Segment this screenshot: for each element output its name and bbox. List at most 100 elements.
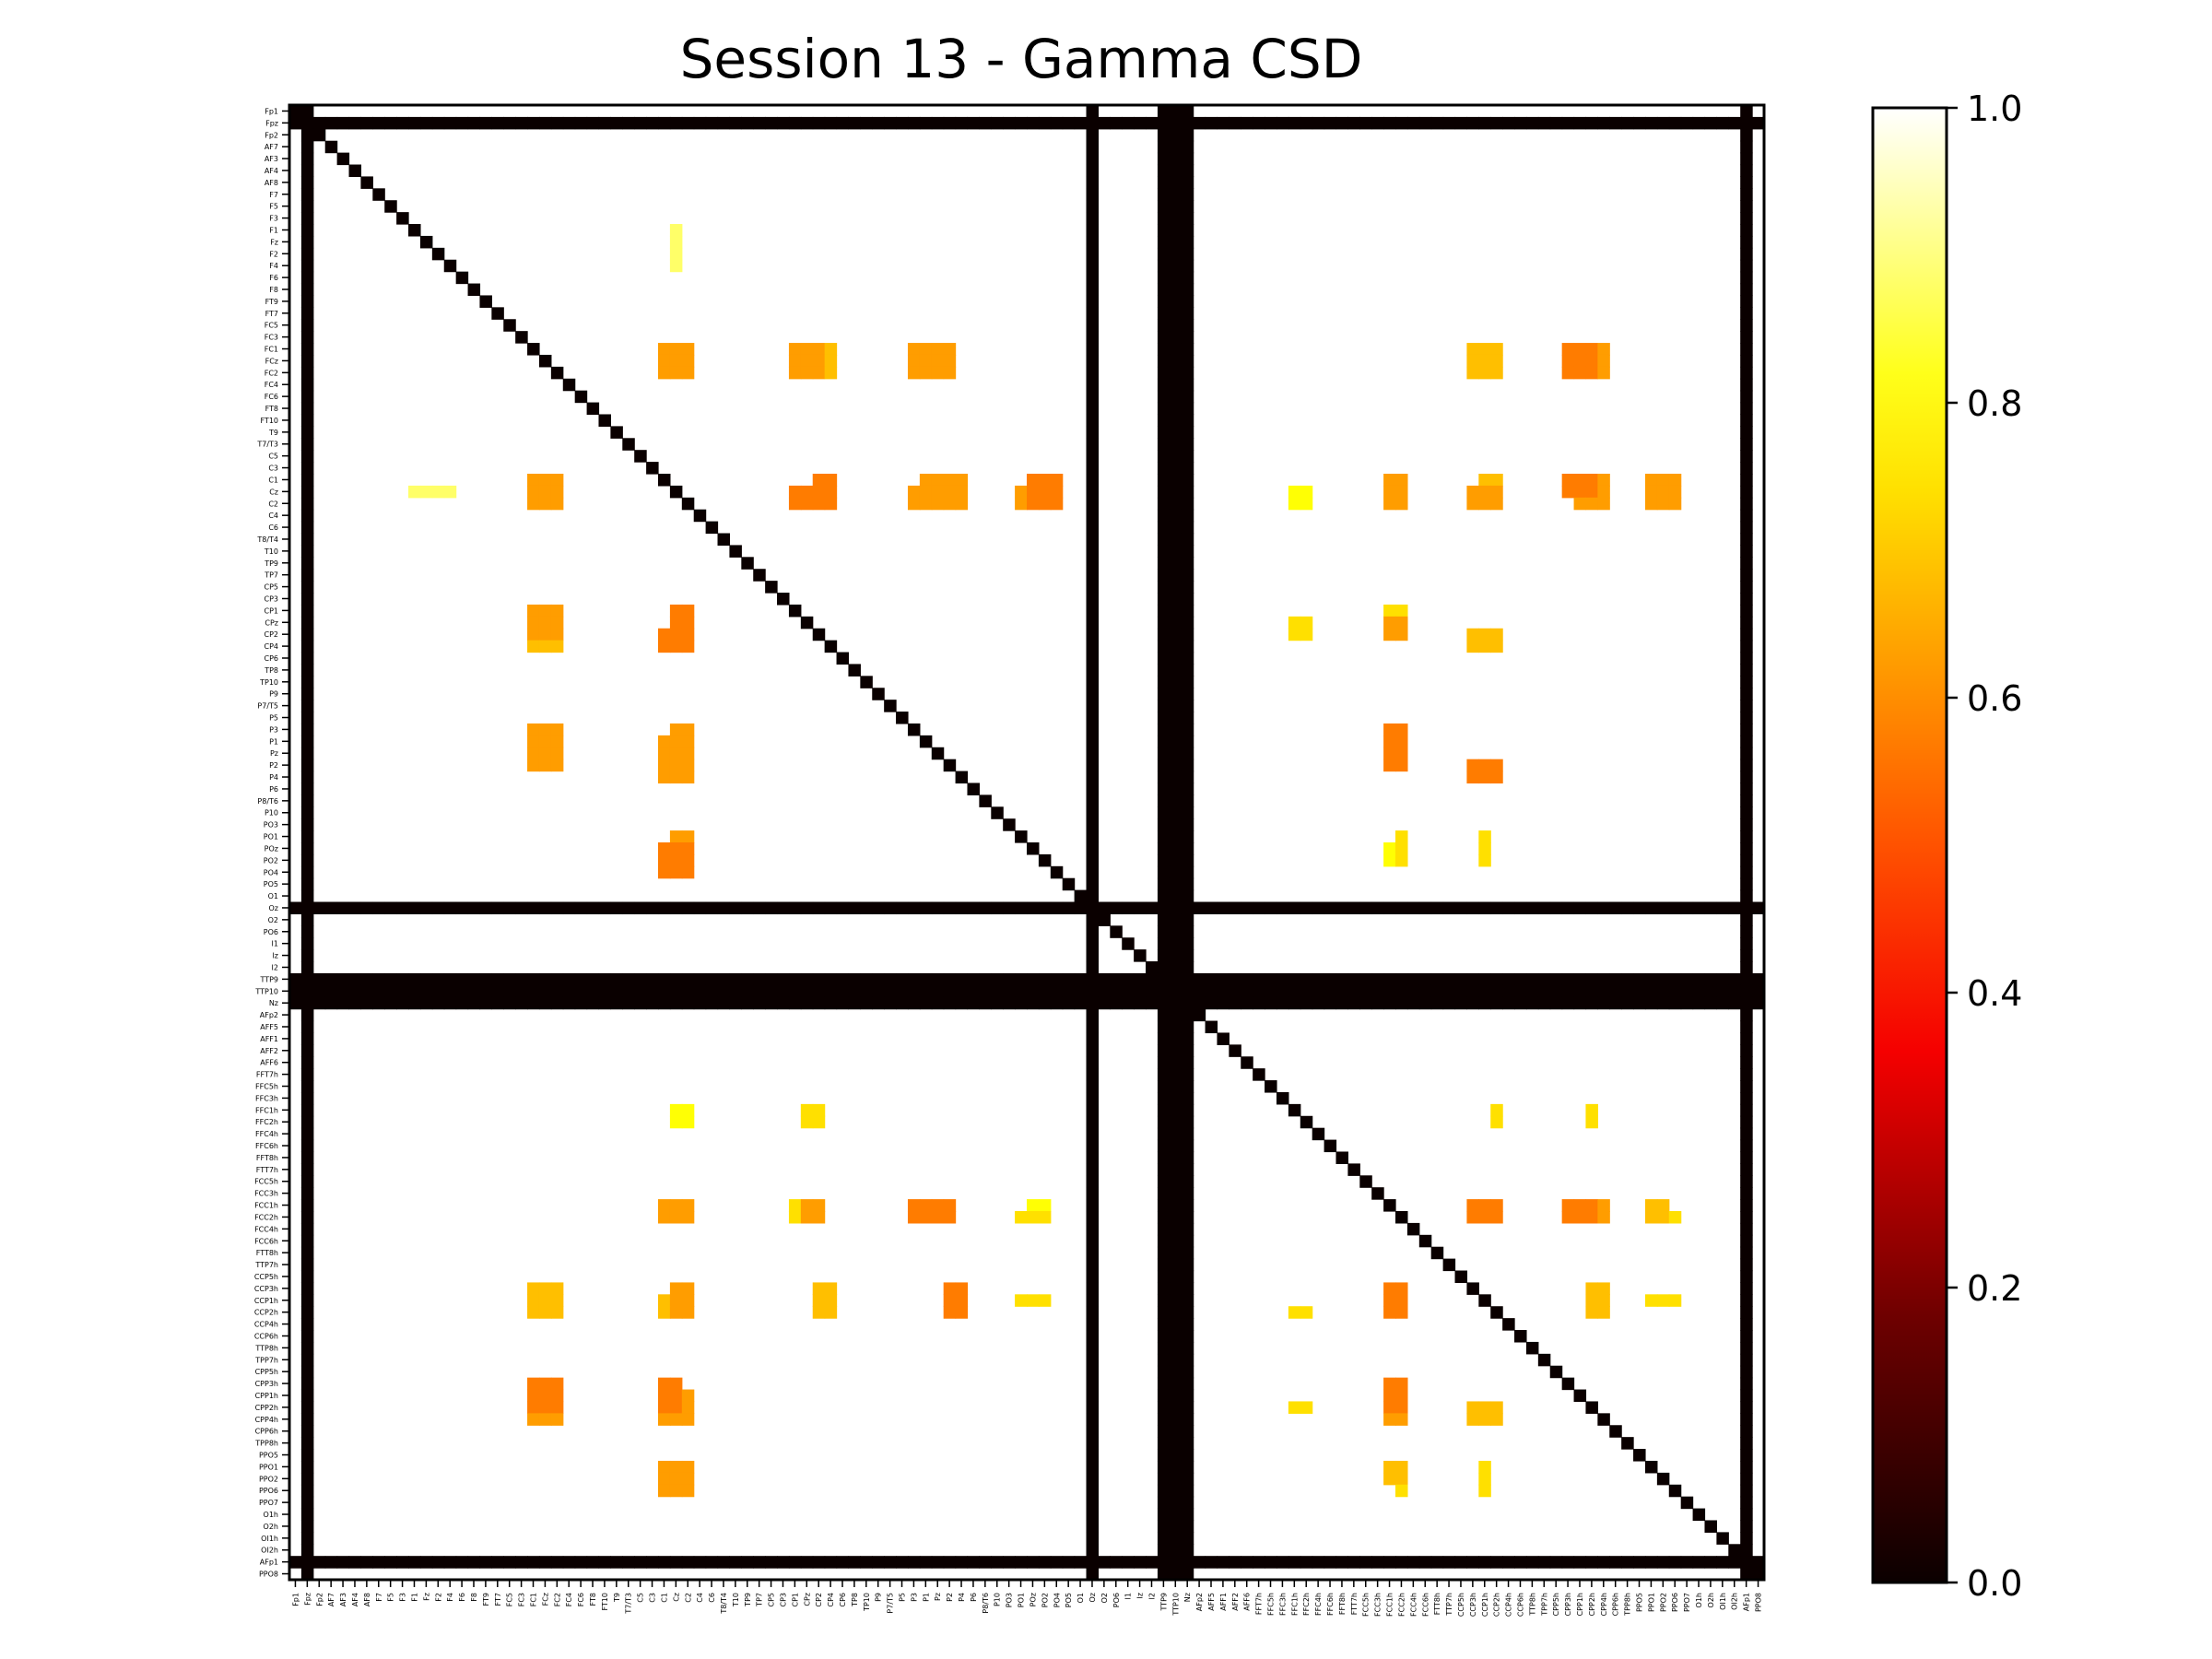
heatmap-cell [1181,842,1194,855]
heatmap-cell [348,164,362,178]
heatmap-cell [1098,901,1111,915]
heatmap-cell [1740,569,1753,582]
y-tick-label: FFC5h [255,1083,278,1091]
heatmap-cell [1181,200,1194,213]
heatmap-cell [1383,604,1396,618]
heatmap-cell [1027,485,1040,499]
heatmap-cell [1217,996,1230,1010]
heatmap-cell [1549,984,1563,998]
heatmap-cell [527,616,540,629]
heatmap-cell [1668,497,1682,511]
x-tick-label: FT8 [589,1593,597,1606]
heatmap-cell [1478,853,1491,867]
x-tick-label: FTT7h [1350,1593,1359,1615]
heatmap-cell [1609,1425,1622,1438]
heatmap-cell [800,1199,814,1212]
heatmap-cell [1265,984,1277,998]
heatmap-cell [669,604,683,618]
heatmap-cell [955,1282,969,1295]
heatmap-cell [1585,1556,1598,1569]
heatmap-cell [800,1103,814,1117]
heatmap-cell [681,759,695,772]
heatmap-cell [1181,1091,1194,1105]
heatmap-cell [1169,1270,1182,1284]
heatmap-cell [1157,842,1171,855]
heatmap-cell [658,343,671,356]
heatmap-cell [919,1211,933,1224]
heatmap-cell [610,984,623,998]
heatmap-cell [527,901,540,915]
x-tick-label: CCP5h [1457,1593,1465,1617]
heatmap-cell [753,996,766,1010]
heatmap-cell [550,1389,564,1403]
heatmap-cell [669,1413,683,1426]
heatmap-cell [1157,723,1171,736]
heatmap-cell [717,984,731,998]
heatmap-cell [1740,485,1753,499]
heatmap-cell [622,996,635,1010]
heatmap-cell [538,735,552,748]
heatmap-cell [1169,1139,1182,1153]
heatmap-cell [1573,1389,1587,1403]
heatmap-cell [800,354,814,368]
heatmap-cell [1478,640,1491,653]
heatmap-cell [1181,1163,1194,1176]
heatmap-cell [300,604,314,618]
heatmap-cell [1169,438,1182,451]
heatmap-cell [1157,271,1171,285]
heatmap-cell [1549,1556,1563,1569]
heatmap-cell [1181,295,1194,308]
y-tick-label: O1h [264,1511,278,1519]
y-tick-label: CCP4h [254,1321,278,1329]
heatmap-cell [479,295,492,308]
heatmap-cell [289,984,302,998]
heatmap-cell [1490,1211,1503,1224]
x-tick-label: CP1 [791,1593,799,1607]
heatmap-cell [1169,1234,1182,1248]
heatmap-cell [300,1413,314,1426]
heatmap-cell [1276,901,1289,915]
heatmap-cell [1752,984,1765,998]
heatmap-cell [1181,390,1194,404]
heatmap-cell [1573,343,1587,356]
x-tick-label: Fpz [303,1593,312,1606]
heatmap-cell [1205,984,1218,998]
heatmap-cell [1003,996,1016,1010]
heatmap-cell [658,354,671,368]
heatmap-cell [1086,1127,1100,1141]
heatmap-cell [1015,901,1028,915]
heatmap-cell [967,116,980,130]
heatmap-cell [1466,343,1479,356]
heatmap-cell [1157,1413,1171,1426]
heatmap-cell [931,747,945,760]
heatmap-cell [1525,1556,1539,1569]
heatmap-cell [1265,972,1277,986]
heatmap-cell [1668,901,1682,915]
heatmap-cell [1395,1306,1408,1319]
heatmap-cell [1609,901,1622,915]
heatmap-cell [955,901,969,915]
y-tick-label: FFT8h [256,1154,278,1162]
heatmap-cell [1525,972,1539,986]
heatmap-cell [1086,235,1100,249]
heatmap-cell [1157,782,1171,795]
heatmap-cell [1478,771,1491,784]
heatmap-cell [300,901,314,915]
heatmap-cell [907,1199,921,1212]
heatmap-cell [1585,1211,1598,1224]
heatmap-cell [1728,996,1741,1010]
heatmap-cell [1561,901,1575,915]
y-tick-label: FCC6h [254,1237,278,1245]
heatmap-cell [396,1556,409,1569]
heatmap-cell [1169,901,1182,915]
heatmap-cell [1169,402,1182,416]
heatmap-cell [788,116,802,130]
heatmap-cell [1086,450,1100,463]
heatmap-cell [872,984,885,998]
heatmap-cell [1466,628,1479,641]
heatmap-cell [1740,1568,1753,1581]
heatmap-cell [1740,1306,1753,1319]
x-tick-label: AF3 [339,1593,347,1606]
heatmap-cell [1157,1127,1171,1141]
heatmap-cell [1253,116,1265,130]
